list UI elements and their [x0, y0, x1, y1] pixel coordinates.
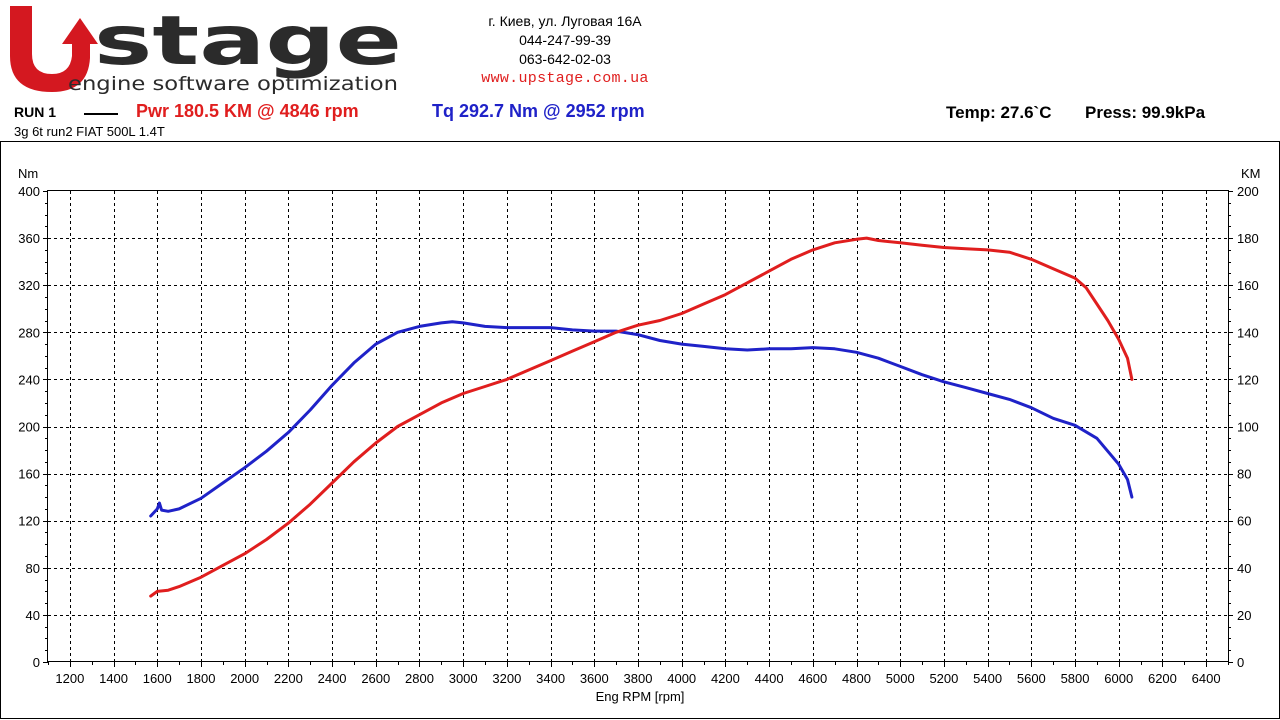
temperature-readout: Temp: 27.6`C — [946, 103, 1052, 122]
y-right-tick-label: 0 — [1237, 655, 1244, 670]
y-right-tick-label: 100 — [1237, 420, 1259, 435]
y-left-tick-label: 240 — [18, 372, 40, 387]
axis-ticks: 1200 1400 1600 1800 2000 2200 2400 2600 2800 3000… — [18, 184, 1258, 686]
x-tick-label: 3800 — [624, 671, 653, 686]
y-right-tick-label: 180 — [1237, 231, 1259, 246]
website-link[interactable]: www.upstage.com.ua — [481, 70, 649, 87]
x-tick-label: 5200 — [929, 671, 958, 686]
y-right-tick-label: 140 — [1237, 325, 1259, 340]
phone-2: 063-642-02-03 — [519, 51, 611, 67]
x-tick-label: 6200 — [1148, 671, 1177, 686]
x-tick-label: 4800 — [842, 671, 871, 686]
y-left-tick-label: 120 — [18, 514, 40, 529]
plot-area — [47, 190, 1229, 662]
series-lines — [149, 236, 1134, 598]
x-tick-label: 5600 — [1017, 671, 1046, 686]
x-tick-label: 3200 — [492, 671, 521, 686]
y-right-tick-label: 20 — [1237, 608, 1251, 623]
power-curve — [149, 236, 1134, 598]
grid — [48, 191, 1228, 662]
pressure-readout: Press: 99.9kPa — [1085, 103, 1206, 122]
torque-curve — [149, 320, 1134, 518]
y-left-tick-label: 0 — [33, 655, 40, 670]
run-label: RUN 1 — [14, 104, 57, 120]
y-left-tick-label: 280 — [18, 325, 40, 340]
x-tick-label: 2600 — [361, 671, 390, 686]
x-tick-label: 2200 — [274, 671, 303, 686]
run-summary: RUN 1 Pwr 180.5 KM @ 4846 rpm Tq 292.7 N… — [14, 101, 1274, 125]
x-tick-label: 4400 — [755, 671, 784, 686]
address: г. Киев, ул. Луговая 16А — [488, 13, 642, 29]
y-right-tick-label: 120 — [1237, 372, 1259, 387]
x-tick-label: 3600 — [580, 671, 609, 686]
y-axis-left-label: Nm — [18, 166, 38, 181]
y-left-tick-label: 160 — [18, 467, 40, 482]
x-tick-label: 6400 — [1192, 671, 1221, 686]
x-tick-label: 2800 — [405, 671, 434, 686]
y-left-tick-label: 320 — [18, 278, 40, 293]
x-tick-label: 2000 — [230, 671, 259, 686]
y-right-tick-label: 60 — [1237, 514, 1251, 529]
logo-tagline: engine software optimization — [68, 73, 398, 95]
x-tick-label: 1400 — [99, 671, 128, 686]
x-tick-label: 3000 — [449, 671, 478, 686]
power-summary: Pwr 180.5 KM @ 4846 rpm — [136, 101, 359, 121]
y-left-tick-label: 400 — [18, 184, 40, 199]
logo-u-shape — [10, 6, 98, 92]
y-right-tick-label: 160 — [1237, 278, 1259, 293]
y-left-tick-label: 80 — [26, 561, 40, 576]
x-tick-label: 6000 — [1104, 671, 1133, 686]
x-tick-label: 4600 — [798, 671, 827, 686]
x-tick-label: 1200 — [55, 671, 84, 686]
upstage-logo: stage engine software optimization — [10, 2, 402, 95]
phone-1: 044-247-99-39 — [519, 32, 611, 48]
contact-block: г. Киев, ул. Луговая 16А 044-247-99-39 0… — [430, 12, 700, 88]
run-description: 3g 6t run2 FIAT 500L 1.4T — [14, 124, 165, 139]
logo-text: stage — [94, 2, 402, 81]
x-tick-label: 1800 — [187, 671, 216, 686]
y-left-tick-label: 200 — [18, 420, 40, 435]
x-tick-label: 3400 — [536, 671, 565, 686]
y-left-tick-label: 40 — [26, 608, 40, 623]
x-tick-label: 5400 — [973, 671, 1002, 686]
y-right-tick-label: 40 — [1237, 561, 1251, 576]
x-tick-label: 4000 — [667, 671, 696, 686]
torque-summary: Tq 292.7 Nm @ 2952 rpm — [432, 101, 645, 121]
y-right-tick-label: 80 — [1237, 467, 1251, 482]
y-left-tick-label: 360 — [18, 231, 40, 246]
x-tick-label: 5000 — [886, 671, 915, 686]
chart-frame — [0, 141, 1280, 719]
x-tick-label: 1600 — [143, 671, 172, 686]
x-axis-label: Eng RPM [rpm] — [596, 689, 685, 704]
y-right-tick-label: 200 — [1237, 184, 1259, 199]
run-line-sample — [84, 113, 118, 115]
x-tick-label: 4200 — [711, 671, 740, 686]
x-tick-label: 5800 — [1061, 671, 1090, 686]
y-axis-right-label: KM — [1241, 166, 1261, 181]
x-tick-label: 2400 — [318, 671, 347, 686]
